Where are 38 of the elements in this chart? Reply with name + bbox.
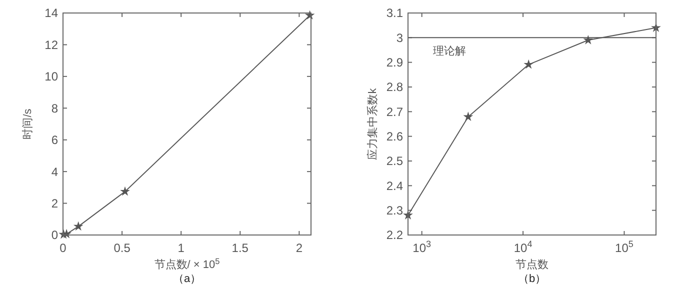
x-axis-title: 节点数: [516, 258, 548, 271]
x-tick-label: 1: [178, 241, 185, 255]
y-axis-title: 应力集中系数k: [366, 88, 379, 160]
x-tick-label: 10$^{3}$: [412, 239, 432, 255]
x-axis-title: 节点数/ × 10$^{5}$: [154, 256, 220, 271]
x-tick-label: 0.5: [114, 241, 131, 255]
y-tick-label: 2.6: [386, 130, 404, 144]
y-tick-label: 2.7: [386, 104, 404, 119]
y-tick-label: 2.9: [386, 56, 404, 70]
y-tick-label: 2.5: [386, 154, 404, 168]
x-tick-label: 2: [296, 241, 303, 255]
x-tick-label: 10$^{5}$: [615, 239, 634, 255]
y-axis-title: 时间/s: [21, 108, 34, 140]
y-tick-label: 3: [396, 30, 404, 45]
x-tick-label: 10$^{4}$: [514, 239, 532, 255]
ref-line-label: 理论解: [433, 46, 466, 58]
y-tick-label: 2.2: [386, 228, 404, 242]
y-tick-label: 6: [51, 133, 58, 148]
x-tick-label: 0: [60, 241, 67, 255]
point: [463, 112, 474, 122]
x-tick-label: 1.5: [232, 241, 249, 255]
y-tick-label: 3.1: [386, 6, 404, 20]
y-tick-label: 0: [51, 228, 58, 242]
y-tick-label: 8: [51, 101, 58, 116]
y-tick-label: 4: [51, 164, 58, 179]
point: [524, 59, 534, 69]
y-tick-label: 10: [44, 70, 58, 84]
text: （b）: [518, 273, 546, 285]
point: [73, 221, 84, 231]
y-tick-label: 2.8: [386, 80, 404, 94]
text: （a）: [172, 273, 202, 285]
y-tick-label: 12: [44, 38, 58, 52]
y-tick-label: 14: [44, 6, 58, 20]
y-tick-label: 2.4: [386, 178, 404, 193]
point: [583, 34, 594, 44]
y-tick-label: 2: [51, 196, 58, 210]
y-tick-label: 2.3: [386, 204, 404, 218]
point: [120, 186, 130, 196]
